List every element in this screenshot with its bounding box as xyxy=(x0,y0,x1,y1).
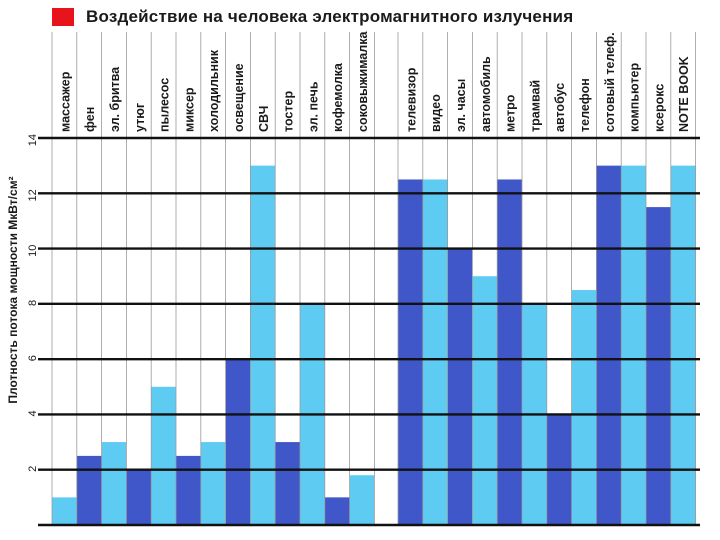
category-label: компьютер xyxy=(628,63,642,132)
category-label: эл. печь xyxy=(306,81,320,132)
category-label: сотовый телеф. xyxy=(603,32,617,132)
category-label: СВЧ xyxy=(257,106,271,132)
category-label: автомобиль xyxy=(479,56,493,132)
bar-холодильник xyxy=(200,442,226,525)
bar-миксер xyxy=(176,455,201,525)
category-label: пылесос xyxy=(158,78,172,132)
bar-СВЧ xyxy=(250,165,276,525)
category-label: телевизор xyxy=(404,67,418,132)
bar-эл-часы xyxy=(447,248,473,526)
category-label: метро xyxy=(504,94,518,132)
bar-компьютер xyxy=(621,165,646,525)
category-label: соковыжималка xyxy=(356,31,370,132)
bar-пылесос xyxy=(151,386,176,525)
category-label: ксерокс xyxy=(652,84,666,132)
bar-освещение xyxy=(225,359,251,525)
bar-метро xyxy=(497,179,522,525)
y-tick-label: 4 xyxy=(27,410,39,416)
bar-кофемолка xyxy=(324,497,350,525)
category-label: кофемолка xyxy=(331,62,345,132)
category-label: массажер xyxy=(58,71,72,132)
legend-label: Воздействие на человека электромагнитног… xyxy=(86,7,574,26)
category-label: эл. часы xyxy=(454,79,468,132)
category-label: освещение xyxy=(232,63,246,132)
legend-swatch xyxy=(52,8,74,26)
y-tick-label: 10 xyxy=(27,245,39,257)
category-label: эл. бритва xyxy=(108,66,122,132)
bar-сотовый-телеф- xyxy=(596,165,622,525)
bar-видео xyxy=(422,179,448,525)
y-tick-label: 8 xyxy=(27,300,39,306)
bar-NOTE-BOOK xyxy=(670,165,696,525)
category-label: трамвай xyxy=(528,80,542,132)
bar-фен xyxy=(76,455,102,525)
bar-автомобиль xyxy=(472,276,498,525)
category-label: тостер xyxy=(282,91,296,132)
bar-массажер xyxy=(52,497,77,525)
bars-layer xyxy=(52,165,696,526)
y-tick-label: 14 xyxy=(27,134,39,146)
category-label: телефон xyxy=(578,78,592,132)
chart-legend: Воздействие на человека электромагнитног… xyxy=(52,6,573,28)
bar-соковыжималка xyxy=(349,475,375,525)
category-label: автобус xyxy=(553,83,567,132)
category-label: фен xyxy=(83,107,97,132)
y-tick-label: 12 xyxy=(27,189,39,201)
column-separators xyxy=(51,32,696,525)
bar-утюг xyxy=(126,469,152,525)
category-label: утюг xyxy=(133,103,147,132)
bar-эл-бритва xyxy=(101,442,127,525)
y-axis-label: Плотность потока мощности МкВт/см² xyxy=(6,176,20,403)
y-axis-ticks: 2 4 6 8 10 12 14 xyxy=(27,134,39,472)
bar-тостер xyxy=(275,442,300,525)
y-tick-label: 2 xyxy=(27,466,39,472)
category-label: миксер xyxy=(182,87,196,132)
category-labels: массажер фен эл. бритва утюг пылесос миксер хо… xyxy=(58,31,691,132)
gridlines xyxy=(38,136,700,527)
y-tick-label: 6 xyxy=(27,355,39,361)
category-label: видео xyxy=(429,94,443,132)
bar-телевизор xyxy=(398,179,423,525)
category-label: NOTE BOOK xyxy=(677,56,691,132)
bar-ксерокс xyxy=(646,207,671,525)
category-label: холодильник xyxy=(207,49,221,132)
bar-телефон xyxy=(571,290,597,525)
